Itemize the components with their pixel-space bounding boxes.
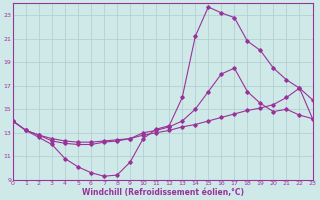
X-axis label: Windchill (Refroidissement éolien,°C): Windchill (Refroidissement éolien,°C)	[82, 188, 244, 197]
